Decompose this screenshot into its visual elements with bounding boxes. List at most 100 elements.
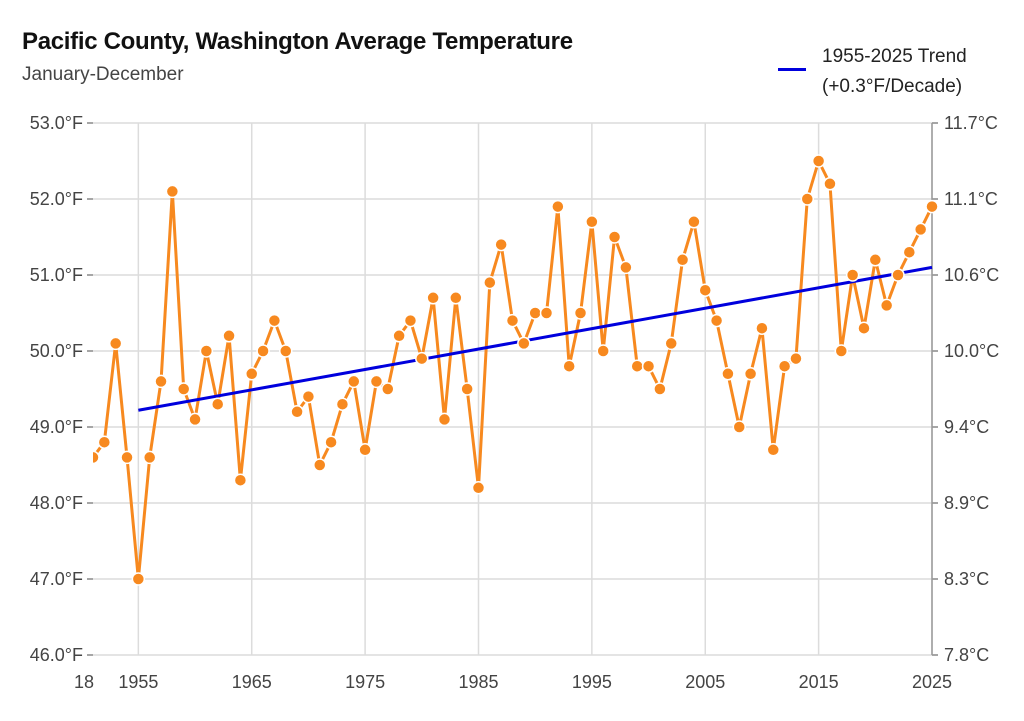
data-point bbox=[483, 275, 497, 290]
data-point bbox=[97, 435, 112, 449]
data-point bbox=[199, 344, 214, 358]
data-point bbox=[675, 253, 690, 267]
data-point bbox=[154, 374, 168, 389]
data-point bbox=[142, 450, 157, 465]
data-point bbox=[381, 382, 395, 396]
data-point bbox=[278, 344, 293, 358]
data-point bbox=[528, 306, 542, 320]
data-point bbox=[244, 367, 259, 381]
data-point bbox=[369, 374, 384, 389]
y2-tick-label: 9.4°C bbox=[944, 417, 989, 437]
data-point bbox=[449, 291, 463, 305]
legend-label-line-2: (+0.3°F/Decade) bbox=[822, 76, 963, 97]
legend-label-line-1: 1955-2025 Trend bbox=[822, 46, 967, 67]
data-point bbox=[687, 215, 701, 229]
trend-line bbox=[138, 265, 933, 412]
data-point bbox=[902, 245, 917, 259]
data-point bbox=[267, 313, 282, 328]
y-tick-label: 46.0°F bbox=[30, 645, 83, 665]
data-point bbox=[619, 260, 633, 275]
data-point bbox=[811, 154, 826, 168]
y2-tick-label: 10.0°C bbox=[944, 341, 999, 361]
data-point bbox=[562, 359, 576, 373]
data-point bbox=[93, 450, 100, 465]
data-point bbox=[879, 298, 894, 313]
x-tick-label: 1965 bbox=[232, 672, 272, 692]
y2-tick-label: 7.8°C bbox=[944, 645, 989, 665]
y2-tick-label: 11.1°C bbox=[944, 189, 998, 209]
data-point bbox=[789, 351, 803, 366]
x-tick-label: 2025 bbox=[912, 672, 952, 692]
data-point bbox=[857, 321, 871, 335]
data-point bbox=[471, 481, 486, 495]
data-point bbox=[845, 268, 860, 282]
x-tick-label: 2005 bbox=[685, 672, 725, 692]
data-point bbox=[517, 336, 531, 351]
data-point bbox=[800, 192, 815, 206]
y-tick-label: 50.0°F bbox=[30, 341, 83, 361]
data-point bbox=[777, 359, 792, 373]
data-point bbox=[664, 336, 678, 351]
data-point bbox=[426, 291, 440, 305]
data-point bbox=[596, 344, 610, 358]
data-point bbox=[755, 321, 769, 335]
data-point bbox=[176, 382, 191, 396]
y2-tick-label: 8.3°C bbox=[944, 569, 989, 589]
data-point bbox=[585, 215, 599, 229]
chart-subtitle: January-December bbox=[22, 64, 184, 85]
legend: 1955-2025 Trend (+0.3°F/Decade) bbox=[778, 42, 967, 102]
y-tick-label: 48.0°F bbox=[30, 493, 83, 513]
chart-title: Pacific County, Washington Average Tempe… bbox=[22, 28, 573, 55]
data-point bbox=[210, 397, 225, 411]
data-point bbox=[573, 306, 588, 320]
y-tick-label: 52.0°F bbox=[30, 189, 83, 209]
data-point bbox=[494, 237, 508, 252]
data-point bbox=[222, 329, 236, 343]
data-point bbox=[256, 344, 270, 358]
data-point bbox=[653, 382, 667, 396]
x-tick-label: 1995 bbox=[572, 672, 612, 692]
data-point bbox=[709, 313, 724, 328]
y-tick-label: 51.0°F bbox=[30, 265, 83, 285]
data-point bbox=[324, 435, 338, 449]
data-point bbox=[868, 253, 883, 267]
data-point bbox=[732, 420, 747, 434]
data-point bbox=[766, 443, 781, 457]
data-point bbox=[403, 313, 418, 328]
data-point bbox=[290, 405, 304, 419]
data-point bbox=[823, 177, 837, 191]
data-point bbox=[630, 359, 644, 373]
data-point bbox=[891, 268, 905, 282]
data-point bbox=[188, 412, 202, 427]
y2-tick-label: 11.7°C bbox=[944, 113, 998, 133]
x-tick-label: 1975 bbox=[345, 672, 385, 692]
data-point bbox=[913, 222, 928, 237]
x-tick-label: 1985 bbox=[458, 672, 498, 692]
x-tick-label: 2015 bbox=[799, 672, 839, 692]
data-point bbox=[131, 572, 146, 586]
data-point bbox=[347, 374, 361, 389]
data-point bbox=[313, 458, 327, 472]
y-tick-label: 49.0°F bbox=[30, 417, 83, 437]
data-point bbox=[539, 306, 554, 320]
y2-tick-label: 10.6°C bbox=[944, 265, 999, 285]
data-point bbox=[165, 184, 180, 199]
x-tick-label: 18 bbox=[74, 672, 94, 692]
data-point bbox=[551, 199, 565, 214]
legend-swatch-trend bbox=[778, 68, 806, 71]
data-point bbox=[358, 443, 372, 457]
data-point bbox=[505, 313, 520, 328]
data-point bbox=[834, 344, 849, 358]
data-point bbox=[925, 199, 938, 214]
data-point bbox=[698, 283, 712, 297]
data-point bbox=[721, 367, 735, 381]
data-point bbox=[437, 412, 452, 427]
data-point bbox=[120, 450, 134, 465]
data-point bbox=[607, 230, 622, 244]
x-tick-label: 1955 bbox=[118, 672, 158, 692]
data-point bbox=[301, 389, 316, 404]
data-point bbox=[335, 397, 350, 411]
legend-label-trend: 1955-2025 Trend (+0.3°F/Decade) bbox=[822, 42, 967, 102]
data-point bbox=[392, 329, 406, 343]
